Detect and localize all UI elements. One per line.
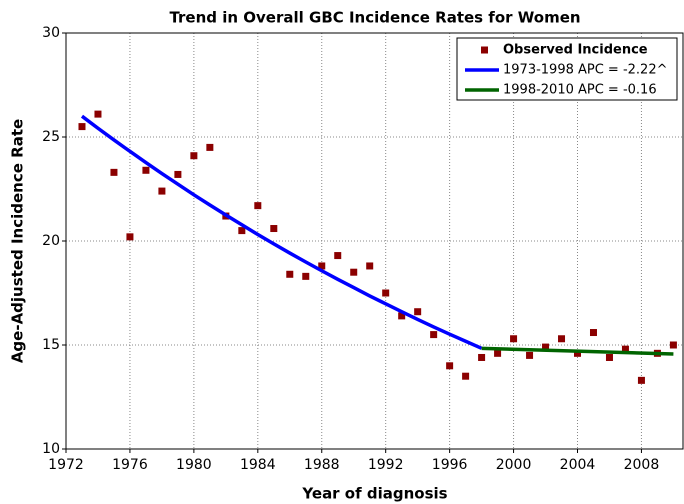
data-point xyxy=(158,187,166,195)
data-point xyxy=(574,349,582,357)
x-tick-label: 2000 xyxy=(496,457,532,473)
x-axis-label: Year of diagnosis xyxy=(301,485,447,503)
y-axis-label: Age-Adjusted Incidence Rate xyxy=(9,119,27,363)
data-point xyxy=(190,152,198,160)
data-point xyxy=(526,351,534,359)
x-tick-label: 1988 xyxy=(304,457,340,473)
x-tick-label: 1976 xyxy=(112,457,148,473)
data-point xyxy=(510,335,518,343)
y-tick-label: 10 xyxy=(42,441,60,457)
data-point xyxy=(334,252,342,260)
data-point xyxy=(621,345,629,353)
x-tick-label: 1996 xyxy=(432,457,468,473)
data-point xyxy=(238,227,246,235)
data-point xyxy=(430,331,438,339)
data-point xyxy=(94,110,102,118)
data-point xyxy=(206,143,214,151)
data-point xyxy=(270,225,278,233)
x-tick-label: 1992 xyxy=(368,457,404,473)
y-tick-label: 20 xyxy=(42,233,60,249)
plot-frame xyxy=(65,32,684,450)
data-point xyxy=(494,349,502,357)
data-point xyxy=(366,262,374,270)
data-point xyxy=(558,335,566,343)
data-point xyxy=(414,308,422,316)
data-point xyxy=(174,170,182,178)
data-point xyxy=(110,168,118,176)
data-point xyxy=(350,268,358,276)
y-tick-label: 25 xyxy=(42,129,60,145)
data-point xyxy=(254,202,262,210)
x-tick-label: 2004 xyxy=(560,457,596,473)
data-point xyxy=(318,262,326,270)
data-point xyxy=(446,362,454,370)
y-tick-label: 30 xyxy=(42,25,60,41)
data-point xyxy=(669,341,677,349)
data-point xyxy=(126,233,134,241)
data-point xyxy=(286,270,294,278)
x-tick-label: 1972 xyxy=(48,457,84,473)
data-point xyxy=(462,372,470,380)
legend-label: Observed Incidence xyxy=(503,43,648,58)
x-tick-label: 1980 xyxy=(176,457,212,473)
chart-title: Trend in Overall GBC Incidence Rates for… xyxy=(169,9,580,27)
data-point xyxy=(589,329,597,337)
data-point xyxy=(542,343,550,351)
data-point xyxy=(398,312,406,320)
data-point xyxy=(382,289,390,297)
data-point xyxy=(637,376,645,384)
legend-marker xyxy=(481,46,488,54)
data-point xyxy=(142,166,150,174)
y-tick-label: 15 xyxy=(42,337,60,353)
data-point xyxy=(302,272,310,280)
x-tick-label: 1984 xyxy=(240,457,276,473)
data-point xyxy=(478,353,486,361)
legend-label: 1998-2010 APC = -0.16 xyxy=(503,83,657,98)
x-tick-label: 2008 xyxy=(624,457,660,473)
data-point xyxy=(78,123,86,131)
data-point xyxy=(605,353,613,361)
trend-line xyxy=(80,114,483,350)
legend-label: 1973-1998 APC = -2.22^ xyxy=(503,63,668,78)
trend-line xyxy=(481,346,674,356)
